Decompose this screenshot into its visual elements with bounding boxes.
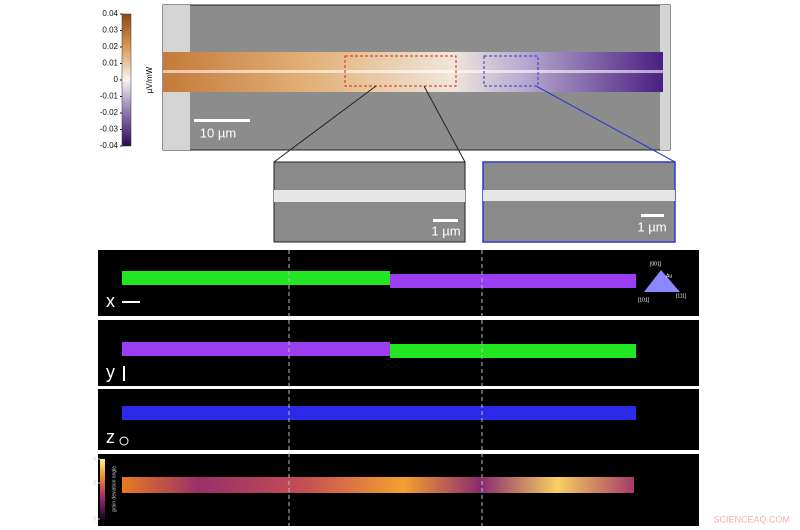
- tick-label: -0.01: [100, 92, 119, 101]
- electrode: [660, 5, 670, 150]
- tick-label: 0.02: [102, 42, 118, 51]
- ipf-triangle: [644, 270, 680, 292]
- wire: [483, 190, 675, 201]
- scale-bar: [641, 214, 664, 217]
- grain-map: [122, 477, 634, 493]
- colorbar: [121, 13, 132, 147]
- colorbar-label: grain deviation angle: [111, 466, 117, 512]
- zoom-box: [344, 55, 457, 87]
- zoom-line: [535, 85, 676, 163]
- tick-label: 5: [93, 456, 96, 462]
- grain: [122, 271, 390, 285]
- tick-label: -0.02: [100, 108, 119, 117]
- colorbar-label: µV/mW: [145, 66, 154, 93]
- tick-label: -0.04: [100, 141, 119, 150]
- axis-label: y: [106, 362, 115, 382]
- watermark: SCIENCEAQ.COM: [713, 514, 790, 524]
- tick-label: 0.03: [102, 26, 118, 35]
- inset: [482, 161, 676, 243]
- axis-label: x: [106, 291, 115, 311]
- zoom-line: [273, 85, 377, 163]
- scale-bar: [194, 119, 250, 122]
- tick-label: 3: [93, 480, 96, 486]
- wire: [274, 190, 465, 202]
- grain: [122, 406, 636, 420]
- tick-label: 0: [114, 75, 119, 84]
- zoom-line: [423, 85, 466, 163]
- scale-label: 1 µm: [431, 223, 460, 238]
- ipf-label: [101]: [638, 297, 650, 303]
- scale-label: 10 µm: [200, 125, 236, 140]
- tick-label: 0.04: [102, 9, 118, 18]
- tick-label: -0.03: [100, 125, 119, 134]
- ipf-label: Au: [666, 273, 672, 279]
- grain: [390, 274, 636, 288]
- scale-bar: [433, 219, 458, 222]
- zoom-box: [483, 55, 539, 87]
- grain: [122, 342, 390, 356]
- arrow: [119, 436, 129, 446]
- ipf-label: [001]: [650, 261, 662, 267]
- wire: [163, 70, 663, 73]
- scale-label: 1 µm: [637, 219, 666, 234]
- tick-label: 0.01: [102, 59, 118, 68]
- tick-label: 0: [93, 516, 96, 522]
- grain: [390, 344, 636, 358]
- axis-label: z: [106, 427, 115, 447]
- ipf-label: [111]: [676, 293, 687, 299]
- colorbar: [100, 459, 105, 519]
